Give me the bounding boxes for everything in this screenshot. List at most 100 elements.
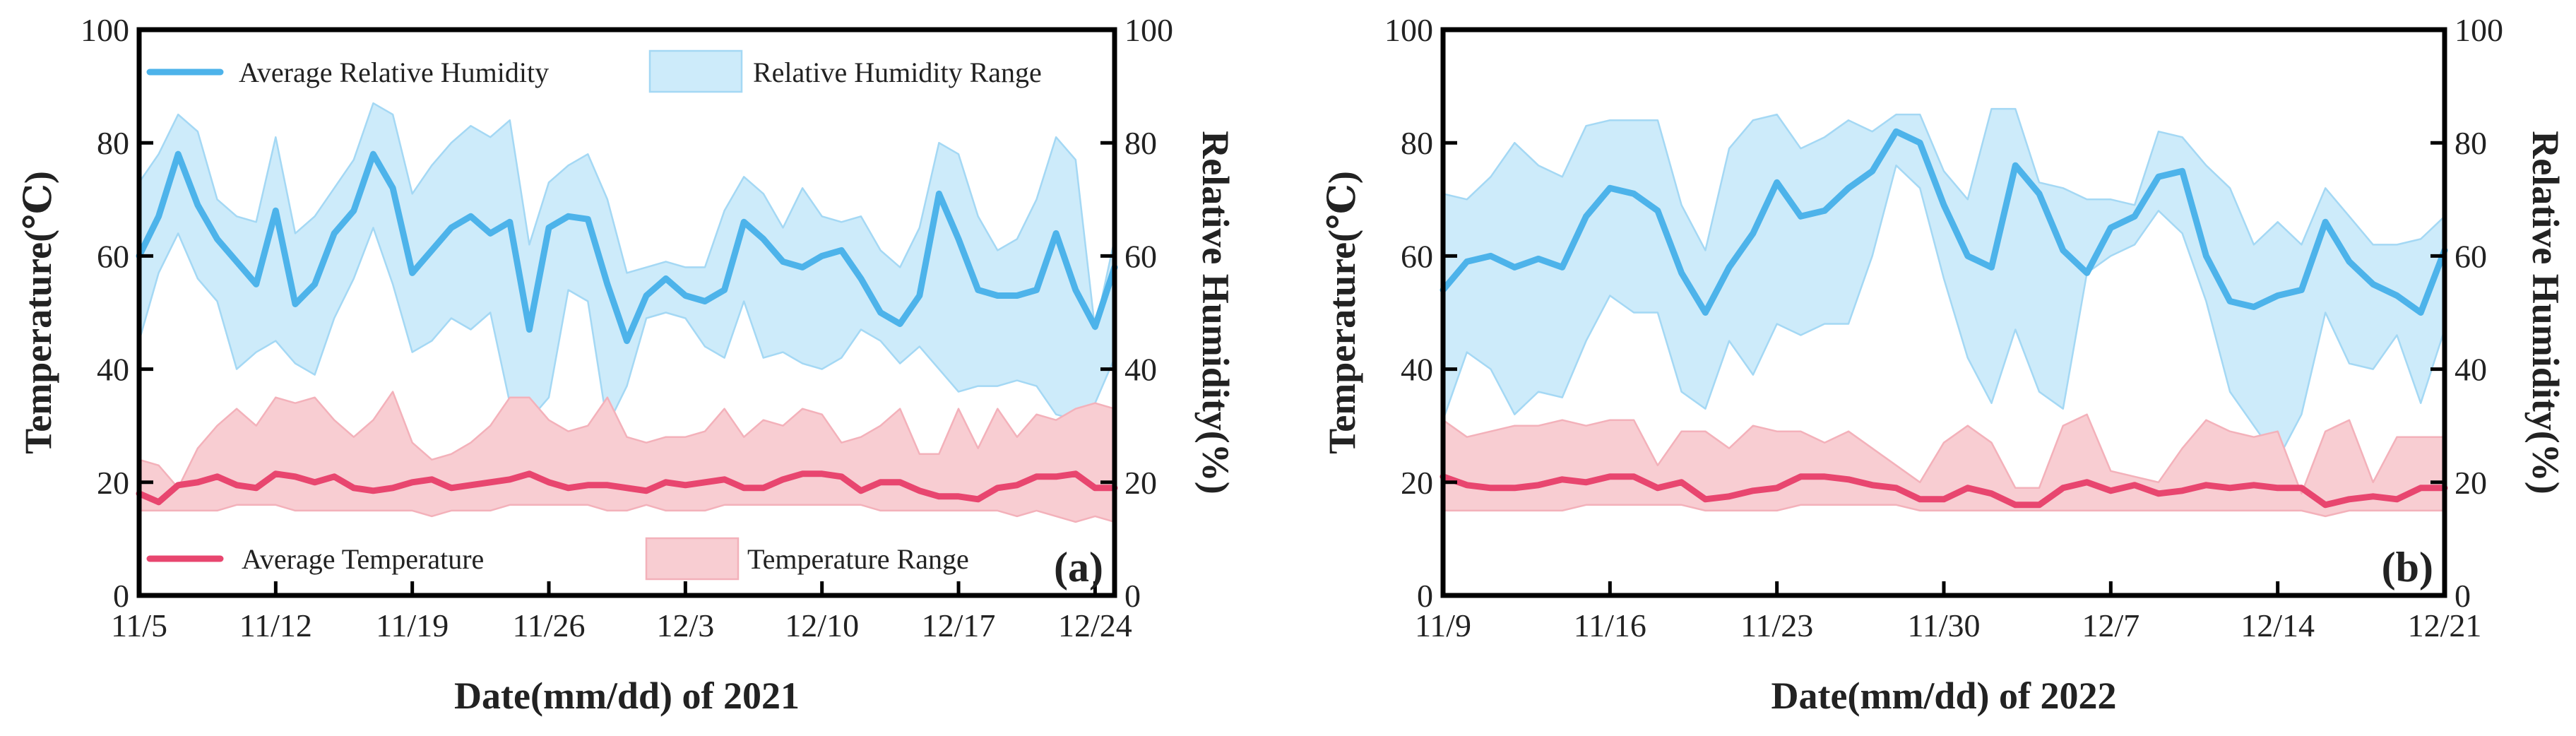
avg-temperature-point — [351, 485, 356, 490]
y-tick-label-right: 20 — [2455, 465, 2487, 501]
avg-humidity-point — [215, 237, 220, 242]
avg-temperature-point — [605, 482, 610, 487]
y-tick-label-right: 20 — [1124, 465, 1157, 501]
y-tick-label-left: 60 — [1401, 238, 1433, 274]
avg-humidity-point — [975, 287, 980, 292]
avg-humidity-point — [956, 237, 961, 242]
avg-humidity-point — [507, 220, 512, 225]
avg-temperature-point — [2060, 485, 2065, 490]
avg-humidity-point — [742, 220, 747, 225]
x-tick-label: 12/21 — [2408, 607, 2482, 643]
y-axis-title-right: Relative Humidity(%) — [1194, 131, 1237, 494]
avg-temperature-point — [312, 480, 317, 485]
avg-temperature-point — [2108, 488, 2113, 493]
avg-humidity-point — [527, 327, 532, 332]
x-tick-label: 12/10 — [785, 607, 859, 643]
avg-temperature-point — [215, 474, 220, 479]
avg-temperature-point — [1560, 477, 1565, 482]
avg-humidity-point — [1488, 254, 1493, 259]
avg-humidity-point — [371, 152, 376, 157]
avg-humidity-point — [2370, 282, 2375, 287]
avg-temperature-point — [1034, 474, 1039, 479]
y-tick-label-right: 0 — [2455, 578, 2471, 614]
humidity-range-band — [1442, 107, 2446, 461]
avg-humidity-point — [1750, 231, 1755, 236]
avg-temperature-point — [273, 471, 278, 476]
legend-label-humidity-range: Relative Humidity Range — [753, 57, 1042, 88]
avg-humidity-point — [1679, 271, 1684, 275]
avg-temperature-point — [644, 488, 649, 493]
avg-humidity-point — [780, 259, 785, 264]
avg-temperature-point — [2013, 502, 2018, 507]
y-tick-label-left: 60 — [97, 238, 129, 274]
avg-humidity-point — [156, 214, 161, 219]
avg-humidity-point — [1054, 231, 1059, 236]
avg-temperature-point — [2370, 494, 2375, 499]
avg-humidity-point — [332, 231, 337, 236]
avg-humidity-point — [937, 191, 942, 196]
avg-temperature-point — [995, 485, 1000, 490]
x-tick-label: 11/23 — [1740, 607, 1813, 643]
avg-temperature-point — [527, 471, 532, 476]
avg-temperature-point — [293, 474, 297, 479]
avg-temperature-point — [1727, 494, 1732, 499]
avg-temperature-point — [2251, 482, 2256, 487]
avg-humidity-point — [293, 302, 297, 307]
avg-temperature-point — [624, 485, 629, 490]
avg-humidity-point — [1608, 186, 1613, 191]
avg-temperature-point — [566, 485, 571, 490]
avg-temperature-point — [410, 480, 415, 485]
y-tick-label-left: 80 — [97, 125, 129, 161]
avg-humidity-point — [2132, 214, 2137, 219]
y-tick-label-left: 20 — [1401, 465, 1433, 501]
avg-temperature-point — [586, 482, 590, 487]
avg-humidity-point — [663, 276, 668, 281]
avg-temperature-point — [195, 480, 200, 485]
avg-temperature-point — [780, 477, 785, 482]
avg-humidity-point — [1798, 214, 1803, 219]
x-tick-label: 12/24 — [1058, 607, 1132, 643]
avg-humidity-point — [722, 287, 727, 292]
avg-humidity-point — [2251, 304, 2256, 309]
avg-temperature-point — [2323, 502, 2328, 507]
avg-humidity-point — [195, 203, 200, 208]
avg-temperature-point — [2299, 485, 2304, 490]
avg-temperature-point — [2275, 485, 2280, 490]
avg-humidity-point — [1536, 256, 1541, 261]
avg-temperature-point — [1608, 474, 1613, 479]
avg-humidity-point — [878, 310, 883, 315]
avg-temperature-point — [156, 499, 161, 504]
avg-temperature-point — [2037, 502, 2041, 507]
plot-frame — [136, 27, 1117, 598]
avg-humidity-point — [605, 282, 610, 287]
avg-temperature-point — [1894, 485, 1899, 490]
avg-temperature-point — [332, 474, 337, 479]
x-axis-title: Date(mm/dd) of 2022 — [1771, 675, 2117, 717]
avg-humidity-point — [176, 152, 181, 157]
avg-temperature-point — [1822, 474, 1827, 479]
avg-humidity-point — [449, 225, 453, 230]
avg-temperature-point — [254, 485, 259, 490]
avg-temperature-point — [839, 474, 844, 479]
y-tick-label-right: 100 — [2455, 12, 2503, 48]
panel-label: (a) — [1054, 544, 1103, 590]
avg-humidity-point — [235, 259, 239, 264]
avg-humidity-point — [2013, 163, 2018, 168]
avg-humidity-point — [1774, 180, 1779, 185]
avg-temperature-point — [1703, 497, 1708, 501]
chart-panel-a: 0 0 20 20 40 40 60 60 80 80 100 100 11/5 11/12 11/19 11… — [17, 12, 1237, 717]
y-tick-label-right: 100 — [1124, 12, 1173, 48]
y-tick-label-left: 40 — [97, 352, 129, 388]
avg-temperature-point — [1655, 485, 1660, 490]
avg-temperature-point — [703, 480, 707, 485]
y-tick-label-left: 0 — [1417, 578, 1433, 614]
avg-humidity-point — [1846, 186, 1851, 191]
y-tick-label-right: 40 — [2455, 352, 2487, 388]
avg-humidity-point — [1464, 259, 1469, 264]
avg-temperature-point — [1073, 471, 1078, 476]
y-tick-label-right: 40 — [1124, 352, 1157, 388]
avg-humidity-point — [1703, 310, 1708, 315]
avg-temperature-point — [898, 480, 903, 485]
x-tick-label: 11/26 — [512, 607, 585, 643]
avg-humidity-point — [917, 293, 922, 298]
